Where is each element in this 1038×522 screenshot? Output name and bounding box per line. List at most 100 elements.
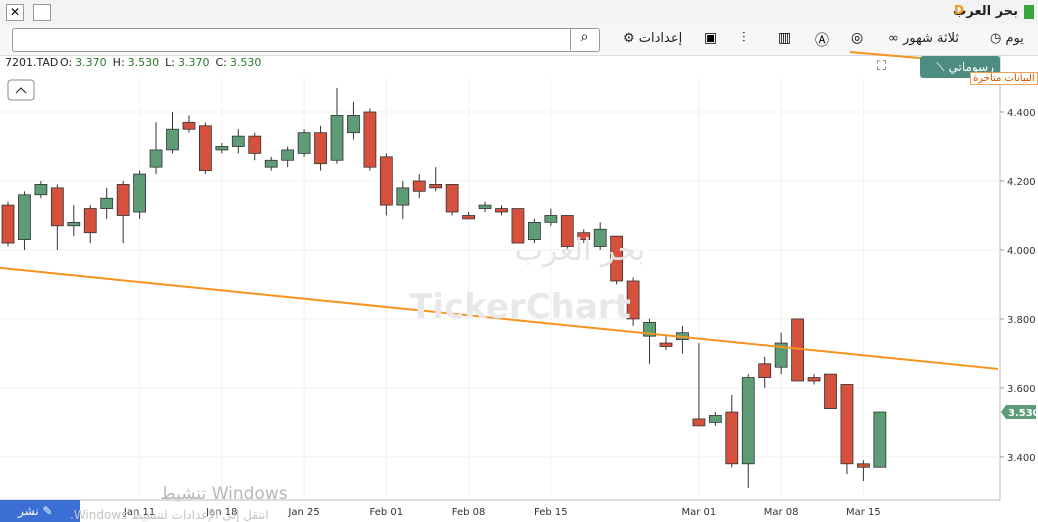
range-button[interactable]: ثلاثة شهور ∞: [888, 31, 959, 46]
symbol: 7201.TAD: [5, 56, 58, 69]
info-name: L:: [165, 56, 175, 69]
maximize-button[interactable]: [33, 4, 51, 21]
candle-body: [626, 280, 640, 320]
candle-body: [725, 411, 739, 465]
candle-body: [314, 132, 327, 165]
info-name: O:: [60, 56, 72, 69]
candle-body: [758, 363, 772, 378]
candle-body: [133, 173, 147, 213]
settings-label: إعدادات: [638, 31, 683, 46]
status-indicator: [1024, 5, 1034, 19]
candle-body: [511, 208, 525, 244]
settings-button[interactable]: إعدادات ⚙: [623, 31, 683, 46]
trendline: [0, 266, 999, 370]
candle-body: [1, 204, 15, 244]
candle-body: [412, 180, 426, 192]
watermark-brand: TickerChart: [409, 287, 631, 327]
watermark-name: بحر العرب: [515, 233, 646, 268]
candle-body: [857, 463, 870, 468]
drawings-label: رسوماتي: [948, 60, 994, 74]
candle-body: [248, 135, 262, 154]
plot-area: 3.400 3.600 3.800 4.000 4.200 4.400 Jan 11 Jan …: [0, 55, 1038, 518]
indicators-button[interactable]: ⫶: [742, 30, 746, 46]
candle-body: [873, 411, 887, 468]
close-button[interactable]: ✕: [6, 4, 24, 21]
delayed-label: البيانات متأخرة: [970, 72, 1038, 85]
candle-body: [363, 111, 377, 168]
y-tick-label: 4.200: [1007, 177, 1036, 188]
x-tick-label: Feb 01: [370, 507, 404, 518]
candle-body: [840, 384, 854, 465]
candle-body: [741, 377, 755, 465]
info-value: 3.370: [178, 56, 210, 69]
candle-body: [478, 204, 492, 209]
candle-body: [264, 159, 278, 168]
candle-body: [281, 149, 295, 161]
period-button[interactable]: يوم ◷: [990, 31, 1024, 46]
candle-body: [100, 197, 114, 209]
x-tick-label: Jan 11: [123, 507, 155, 518]
candle-body: [528, 221, 541, 241]
candle-body: [396, 187, 410, 206]
candle-body: [462, 215, 476, 220]
candle-body: [18, 194, 31, 241]
collapse-button[interactable]: [7, 79, 35, 101]
candle-body: [215, 146, 229, 151]
x-tick-label: Feb 15: [534, 507, 568, 518]
window-title: بحر العرب: [953, 4, 1018, 19]
candle-body: [34, 184, 48, 196]
candle-body: [231, 135, 245, 147]
info-name: H:: [113, 56, 125, 69]
y-tick-label: 3.600: [1007, 384, 1036, 395]
candle-body: [379, 156, 393, 206]
candle-body: [807, 377, 821, 382]
collapse-icon: [15, 87, 27, 94]
window-badge: D: [954, 3, 964, 17]
candle-body: [774, 342, 788, 368]
candle-body: [297, 132, 311, 154]
candle-body: [347, 115, 360, 134]
x-tick-label: Feb 08: [452, 507, 486, 518]
x-tick-label: Mar 01: [682, 507, 717, 518]
candle-body: [560, 215, 574, 247]
candle-body: [708, 415, 722, 423]
candle-body: [593, 228, 607, 247]
x-tick-label: Mar 08: [764, 507, 799, 518]
y-tick-label: 3.800: [1007, 315, 1036, 326]
candle-body: [83, 208, 97, 234]
range-label: ثلاثة شهور: [902, 31, 959, 46]
period-label: يوم: [1005, 31, 1024, 46]
activation-hint: انتقل إلى الإعدادات لتنشيط Windows.: [70, 508, 269, 522]
search-box[interactable]: [12, 28, 600, 52]
candle-body: [166, 128, 179, 151]
candle-body: [495, 208, 508, 213]
publish-label: نشر: [18, 504, 39, 518]
snapshot-button[interactable]: ▣: [704, 30, 718, 46]
info-value: 3.530: [128, 56, 160, 69]
publish-button[interactable]: ✎ نشر: [0, 500, 80, 522]
candle-body: [824, 373, 837, 410]
candle-body: [67, 221, 81, 227]
compare-button[interactable]: ◎: [851, 30, 864, 46]
candle-body: [116, 184, 130, 216]
fit-button[interactable]: ⛶: [877, 59, 887, 74]
info-value: 3.370: [75, 56, 107, 69]
candle-body: [659, 342, 673, 347]
candle-body: [429, 184, 443, 189]
info-value: 3.530: [230, 56, 262, 69]
candle-body: [198, 125, 212, 172]
candle-body: [577, 232, 591, 241]
alerts-button[interactable]: Ⓐ: [815, 33, 829, 49]
candle-body: [149, 149, 163, 168]
candle-body: [544, 215, 558, 223]
candle-body: [610, 235, 624, 282]
search-button[interactable]: ⌕: [570, 29, 598, 50]
x-tick-label: Jan 18: [205, 507, 237, 518]
y-tick-label: 3.400: [1007, 453, 1036, 464]
candle-body: [182, 121, 196, 130]
x-tick-label: Jan 25: [287, 507, 319, 518]
toolbar: ⌕ إعدادات ⚙ ▣ ⫶ ▥ Ⓐ ◎ ثلاثة شهور ∞ يوم ◷: [0, 25, 1038, 56]
chart-type-button[interactable]: ▥: [778, 30, 792, 46]
